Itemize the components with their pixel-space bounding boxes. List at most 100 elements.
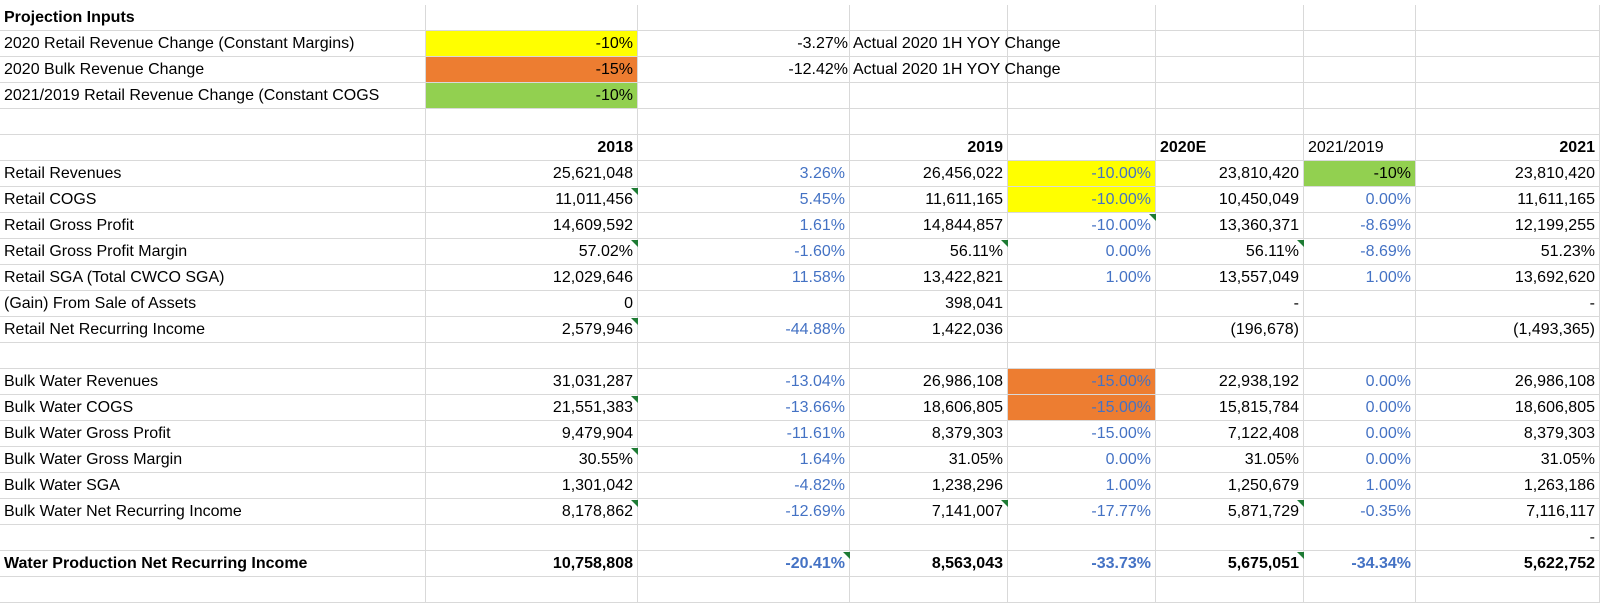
empty-cell[interactable] — [426, 577, 638, 603]
change-2021-2019[interactable] — [1304, 343, 1416, 369]
change-2018-2019[interactable]: 3.26% — [638, 161, 850, 187]
value-2018[interactable]: 8,178,862 — [426, 499, 638, 525]
empty-cell[interactable] — [1156, 109, 1304, 135]
row-label[interactable]: Bulk Water Revenues — [0, 369, 426, 395]
change-2021-2019[interactable]: -8.69% — [1304, 213, 1416, 239]
value-2019[interactable]: 31.05% — [850, 447, 1008, 473]
empty-cell[interactable] — [638, 5, 850, 31]
change-2021-2019[interactable]: -34.34% — [1304, 551, 1416, 577]
change-2018-2019[interactable] — [638, 525, 850, 551]
value-2018[interactable]: 10,758,808 — [426, 551, 638, 577]
empty-cell[interactable] — [638, 109, 850, 135]
change-2020-projection[interactable]: -15.00% — [1008, 369, 1156, 395]
input-value[interactable]: -15% — [426, 57, 638, 83]
value-2020e[interactable]: 7,122,408 — [1156, 421, 1304, 447]
value-2018[interactable]: 11,011,456 — [426, 187, 638, 213]
value-2018[interactable]: 2,579,946 — [426, 317, 638, 343]
change-2020-projection[interactable]: -10.00% — [1008, 187, 1156, 213]
value-2019[interactable]: 13,422,821 — [850, 265, 1008, 291]
empty-cell[interactable] — [1416, 57, 1600, 83]
empty-cell[interactable] — [1304, 109, 1416, 135]
change-2018-2019[interactable]: 1.64% — [638, 447, 850, 473]
input-value[interactable]: -10% — [426, 31, 638, 57]
empty-cell[interactable] — [1008, 83, 1156, 109]
value-2021[interactable]: 7,116,117 — [1416, 499, 1600, 525]
change-2021-2019[interactable] — [1304, 525, 1416, 551]
empty-cell[interactable] — [1304, 5, 1416, 31]
empty-cell[interactable] — [1008, 5, 1156, 31]
input-label[interactable]: 2021/2019 Retail Revenue Change (Constan… — [0, 83, 426, 109]
value-2020e[interactable] — [1156, 343, 1304, 369]
empty-cell[interactable] — [1304, 83, 1416, 109]
change-2021-2019[interactable]: -10% — [1304, 161, 1416, 187]
input-label[interactable]: 2020 Bulk Revenue Change — [0, 57, 426, 83]
change-2018-2019[interactable] — [638, 291, 850, 317]
actual-change[interactable]: -12.42% — [638, 57, 852, 83]
change-2020-projection[interactable]: 1.00% — [1008, 265, 1156, 291]
empty-cell[interactable] — [850, 5, 1008, 31]
value-2020e[interactable]: 13,557,049 — [1156, 265, 1304, 291]
value-2020e[interactable]: 15,815,784 — [1156, 395, 1304, 421]
change-2021-2019[interactable]: 0.00% — [1304, 395, 1416, 421]
value-2018[interactable]: 9,479,904 — [426, 421, 638, 447]
empty-cell[interactable] — [1156, 31, 1304, 57]
change-2018-2019[interactable]: -4.82% — [638, 473, 850, 499]
value-2021[interactable]: 1,263,186 — [1416, 473, 1600, 499]
column-header-2021[interactable]: 2021 — [1416, 135, 1600, 161]
change-2020-projection[interactable]: 1.00% — [1008, 473, 1156, 499]
value-2021[interactable]: 12,199,255 — [1416, 213, 1600, 239]
change-2021-2019[interactable]: -0.35% — [1304, 499, 1416, 525]
empty-cell[interactable] — [1416, 109, 1600, 135]
row-label[interactable]: Retail SGA (Total CWCO SGA) — [0, 265, 426, 291]
row-label[interactable]: Retail Gross Profit Margin — [0, 239, 426, 265]
row-label[interactable]: Bulk Water Gross Profit — [0, 421, 426, 447]
value-2021[interactable]: 18,606,805 — [1416, 395, 1600, 421]
change-2018-2019[interactable]: 1.61% — [638, 213, 850, 239]
empty-cell[interactable] — [1416, 5, 1600, 31]
value-2021[interactable]: 23,810,420 — [1416, 161, 1600, 187]
empty-cell[interactable] — [1304, 31, 1416, 57]
empty-cell[interactable] — [638, 83, 850, 109]
change-2021-2019[interactable]: 0.00% — [1304, 369, 1416, 395]
empty-cell[interactable] — [1156, 577, 1304, 603]
row-label[interactable]: (Gain) From Sale of Assets — [0, 291, 426, 317]
value-2019[interactable]: 11,611,165 — [850, 187, 1008, 213]
empty-cell[interactable] — [426, 109, 638, 135]
row-label[interactable]: Bulk Water COGS — [0, 395, 426, 421]
value-2021[interactable]: 31.05% — [1416, 447, 1600, 473]
value-2018[interactable]: 1,301,042 — [426, 473, 638, 499]
value-2018[interactable]: 57.02% — [426, 239, 638, 265]
value-2019[interactable]: 56.11% — [850, 239, 1008, 265]
change-2020-projection[interactable]: -33.73% — [1008, 551, 1156, 577]
value-2018[interactable] — [426, 525, 638, 551]
input-label[interactable]: 2020 Retail Revenue Change (Constant Mar… — [0, 31, 426, 57]
empty-cell[interactable] — [0, 577, 426, 603]
change-2021-2019[interactable]: -8.69% — [1304, 239, 1416, 265]
value-2020e[interactable]: (196,678) — [1156, 317, 1304, 343]
value-2019[interactable]: 1,238,296 — [850, 473, 1008, 499]
value-2019[interactable]: 7,141,007 — [850, 499, 1008, 525]
value-2019[interactable]: 1,422,036 — [850, 317, 1008, 343]
value-2019[interactable]: 26,456,022 — [850, 161, 1008, 187]
empty-cell[interactable] — [1008, 109, 1156, 135]
empty-cell[interactable] — [1008, 135, 1156, 161]
actual-change-note[interactable]: Actual 2020 1H YOY Change — [850, 57, 1156, 83]
change-2021-2019[interactable]: 0.00% — [1304, 447, 1416, 473]
value-2020e[interactable]: 31.05% — [1156, 447, 1304, 473]
actual-change[interactable]: -3.27% — [638, 31, 852, 57]
empty-cell[interactable] — [638, 135, 850, 161]
actual-change-note[interactable]: Actual 2020 1H YOY Change — [850, 31, 1156, 57]
value-2018[interactable]: 14,609,592 — [426, 213, 638, 239]
row-label[interactable]: Retail COGS — [0, 187, 426, 213]
column-header-2019[interactable]: 2019 — [850, 135, 1008, 161]
value-2021[interactable]: - — [1416, 525, 1600, 551]
row-label[interactable]: Bulk Water SGA — [0, 473, 426, 499]
change-2018-2019[interactable]: -11.61% — [638, 421, 850, 447]
empty-cell[interactable] — [1416, 83, 1600, 109]
row-label[interactable] — [0, 525, 426, 551]
value-2021[interactable]: 13,692,620 — [1416, 265, 1600, 291]
change-2018-2019[interactable]: -13.66% — [638, 395, 850, 421]
value-2020e[interactable]: 5,675,051 — [1156, 551, 1304, 577]
change-2018-2019[interactable]: -20.41% — [638, 551, 850, 577]
change-2021-2019[interactable] — [1304, 291, 1416, 317]
